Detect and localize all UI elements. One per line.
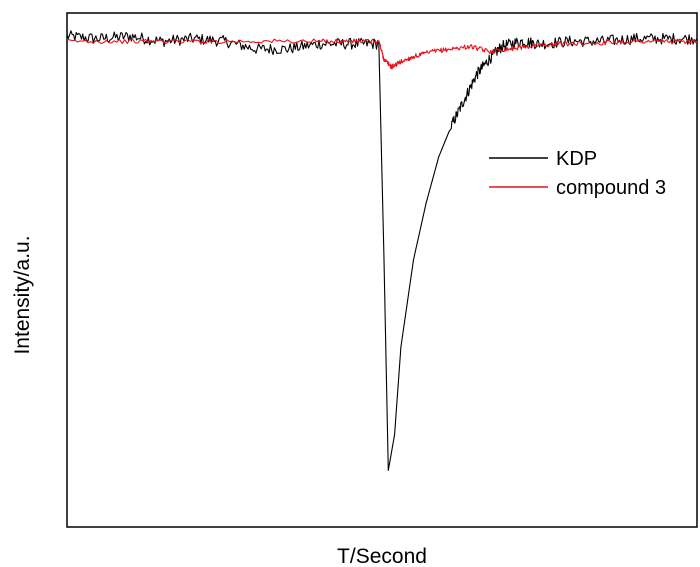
series-layer — [66, 30, 698, 472]
x-axis-label: T/Second — [337, 545, 427, 567]
y-axis-label: Intensity/a.u. — [11, 235, 34, 354]
legend: KDP compound 3 — [489, 148, 666, 199]
plot-frame — [66, 12, 698, 528]
legend-label-kdp: KDP — [556, 148, 597, 170]
series-line-compound-3 — [66, 38, 698, 70]
series-line-kdp — [66, 30, 698, 472]
legend-label-compound-3: compound 3 — [556, 177, 666, 199]
